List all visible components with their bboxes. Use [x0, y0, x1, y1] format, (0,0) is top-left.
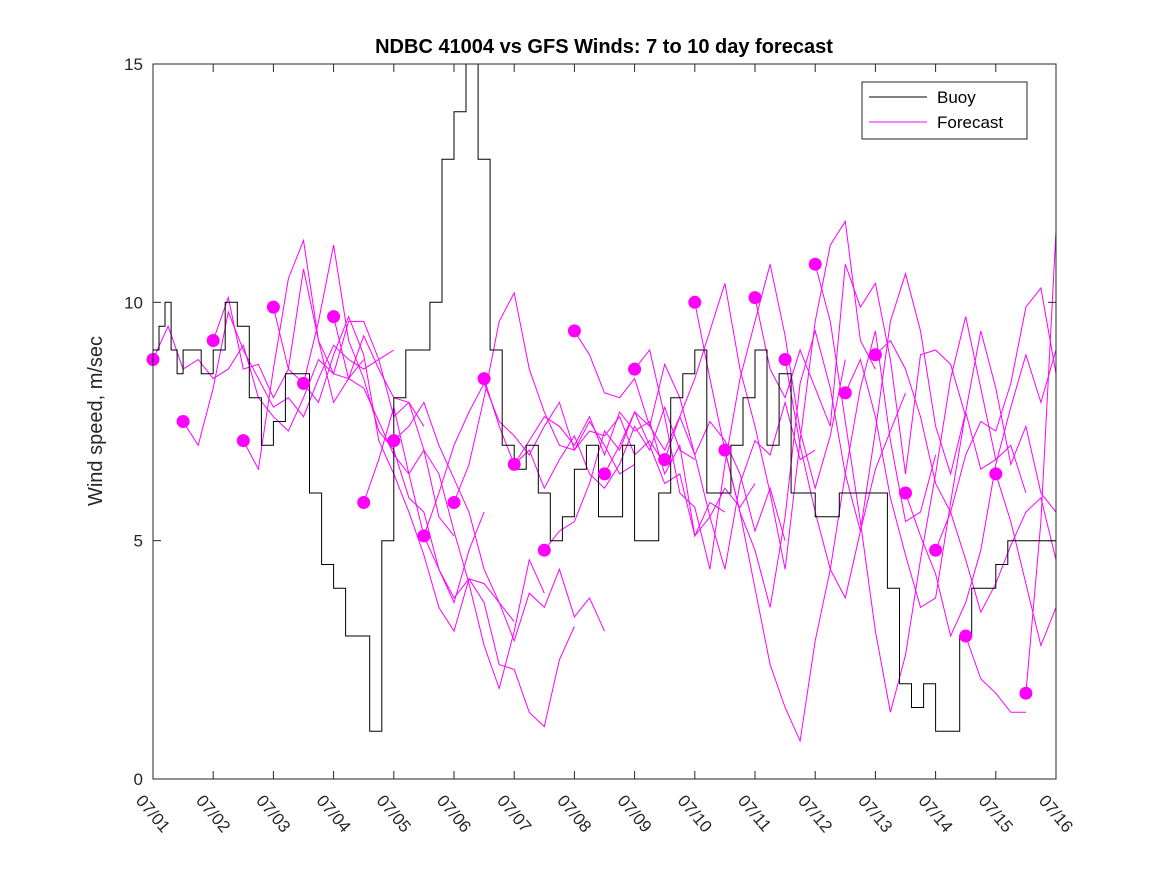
- forecast-trace-25: [905, 349, 1056, 638]
- forecast-trace-9: [423, 382, 635, 537]
- forecast-trace-27: [965, 635, 1026, 713]
- forecast-trace-7: [363, 407, 575, 728]
- forecast-marker: [808, 257, 822, 271]
- forecast-marker: [628, 362, 642, 376]
- forecast-marker: [357, 496, 371, 509]
- forecast-trace-17: [664, 219, 876, 570]
- axes-box: [152, 63, 1057, 780]
- y-tick-label: 5: [134, 532, 143, 551]
- forecast-trace-22: [814, 264, 1027, 713]
- forecast-trace-28: [995, 473, 1056, 648]
- forecast-trace-6: [333, 316, 545, 691]
- axes: [152, 63, 1057, 780]
- forecast-marker: [567, 324, 581, 338]
- forecast-marker: [778, 353, 792, 366]
- legend: Buoy Forecast: [861, 81, 1028, 140]
- forecast-marker: [688, 295, 702, 309]
- forecast-marker: [748, 291, 762, 305]
- forecast-marker: [297, 376, 310, 390]
- forecast-marker: [206, 334, 220, 347]
- forecast-trace-12: [513, 410, 726, 538]
- forecast-marker: [417, 529, 431, 543]
- forecast-trace-24: [875, 286, 1056, 514]
- forecast-marker: [447, 496, 461, 509]
- chart-title: NDBC 41004 vs GFS Winds: 7 to 10 day for…: [375, 36, 833, 58]
- forecast-marker: [598, 467, 611, 481]
- forecast-marker: [718, 443, 732, 457]
- forecast-marker: [236, 434, 250, 448]
- legend-label-buoy: Buoy: [937, 88, 976, 107]
- forecast-trace-29: [1025, 230, 1056, 694]
- forecast-marker: [868, 348, 882, 362]
- forecast-marker: [1019, 686, 1033, 700]
- legend-box: [861, 81, 1028, 140]
- forecast-markers: [146, 257, 1033, 700]
- buoy-series: [153, 64, 1056, 732]
- forecast-marker: [537, 543, 551, 557]
- forecast-trace-21: [784, 271, 997, 600]
- forecast-trace-20: [754, 264, 967, 474]
- forecast-trace-23: [844, 330, 1056, 609]
- forecast-marker: [959, 629, 973, 643]
- forecast-trace-16: [634, 264, 846, 570]
- forecast-marker: [658, 453, 672, 467]
- forecast-marker: [266, 300, 280, 314]
- forecast-trace-10: [453, 291, 666, 503]
- forecast-marker: [929, 543, 943, 557]
- forecast-marker: [507, 457, 521, 471]
- legend-label-forecast: Forecast: [937, 113, 1003, 132]
- y-tick-label: 10: [124, 293, 143, 312]
- forecast-marker: [989, 467, 1003, 481]
- forecast-marker: [176, 415, 190, 428]
- y-tick-label: 0: [134, 770, 143, 789]
- forecast-marker: [838, 386, 852, 400]
- forecast-marker: [327, 310, 341, 324]
- y-axis-label: Wind speed, m/sec: [85, 336, 107, 506]
- plot-area: [153, 64, 1056, 779]
- y-tick-label: 15: [124, 55, 143, 74]
- buoy-line: [153, 64, 1056, 732]
- forecast-marker: [477, 372, 491, 386]
- forecast-trace-11: [483, 378, 696, 490]
- forecast-trace-8: [393, 401, 605, 643]
- forecast-trace-4: [272, 245, 485, 605]
- forecast-marker: [899, 486, 912, 500]
- forecast-marker: [387, 434, 401, 448]
- forecast-trace-5: [303, 315, 515, 633]
- forecast-trace-15: [604, 362, 816, 570]
